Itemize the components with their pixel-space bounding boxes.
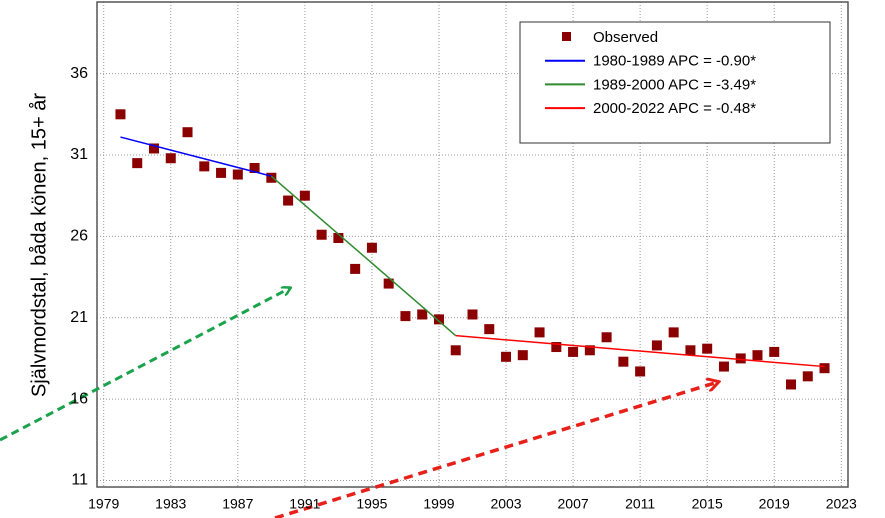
observed-point (467, 309, 478, 320)
trend-line (455, 334, 825, 368)
observed-point (568, 346, 579, 357)
observed-point (266, 172, 277, 183)
legend-label: Observed (593, 29, 658, 46)
trend-line (120, 136, 272, 177)
observed-point (651, 340, 662, 351)
observed-point (752, 350, 763, 361)
observed-point (551, 342, 562, 353)
observed-point (333, 232, 344, 243)
observed-point (668, 327, 679, 338)
annotation-arrow (0, 288, 290, 442)
y-tick-label: 31 (70, 146, 88, 163)
observed-point (702, 343, 713, 354)
x-tick-label: 1983 (155, 496, 186, 512)
y-tick-label: 11 (71, 472, 88, 489)
observed-point (417, 309, 428, 320)
observed-point (232, 169, 243, 180)
legend-swatch (562, 32, 571, 41)
x-tick-label: 1999 (423, 496, 454, 512)
observed-point (718, 361, 729, 372)
observed-point (601, 332, 612, 343)
x-tick-label: 2023 (826, 496, 857, 512)
trend-line (270, 175, 457, 337)
observed-point (366, 242, 377, 253)
x-tick-label: 2019 (759, 496, 790, 512)
x-tick-label: 1979 (88, 496, 119, 512)
observed-point (517, 350, 528, 361)
legend-label: 1989-2000 APC = -3.49* (593, 76, 756, 93)
x-tick-label: 1995 (356, 496, 387, 512)
observed-point (165, 153, 176, 164)
observed-point (584, 345, 595, 356)
legend: Observed 1980-1989 APC = -0.90* 1989-2000 … (545, 29, 756, 117)
observed-point (199, 161, 210, 172)
observed-point (249, 163, 260, 174)
legend-label: 2000-2022 APC = -0.48* (593, 100, 756, 117)
observed-point (115, 109, 126, 120)
annotation-arrow (274, 382, 718, 518)
observed-point (132, 158, 143, 169)
observed-point (148, 143, 159, 154)
observed-point (635, 366, 646, 377)
plot-area (97, 2, 848, 487)
y-tick-label: 21 (70, 309, 88, 326)
observed-point (501, 351, 512, 362)
observed-point (786, 379, 797, 390)
observed-point (618, 356, 629, 367)
x-tick-label: 1991 (289, 496, 320, 512)
observed-point (216, 167, 227, 178)
y-axis-label: Självmordstal, båda könen, 15+ år (28, 93, 50, 397)
legend-box (519, 21, 831, 144)
observed-point (819, 363, 830, 374)
observed-point (484, 324, 495, 335)
y-tick-label: 36 (70, 65, 88, 82)
observed-point (450, 345, 461, 356)
observed-point (299, 190, 310, 201)
x-tick-label: 2015 (692, 496, 723, 512)
x-tick-label: 1987 (222, 496, 253, 512)
observed-point (685, 345, 696, 356)
x-tick-label: 2011 (625, 496, 655, 512)
observed-point (283, 195, 294, 206)
observed-point (350, 263, 361, 274)
observed-point (316, 229, 327, 240)
observed-point (802, 371, 813, 382)
x-tick-label: 2007 (558, 496, 589, 512)
observed-point (735, 353, 746, 364)
observed-point (433, 314, 444, 325)
plot-frame (96, 1, 849, 488)
observed-point (534, 327, 545, 338)
observed-point (383, 278, 394, 289)
legend-label: 1980-1989 APC = -0.90* (593, 53, 756, 70)
observed-point (182, 127, 193, 138)
observed-point (769, 346, 780, 357)
y-tick-label: 26 (70, 228, 88, 245)
y-tick-label: 16 (70, 390, 88, 407)
x-tick-label: 2003 (490, 496, 521, 512)
observed-point (400, 311, 411, 322)
